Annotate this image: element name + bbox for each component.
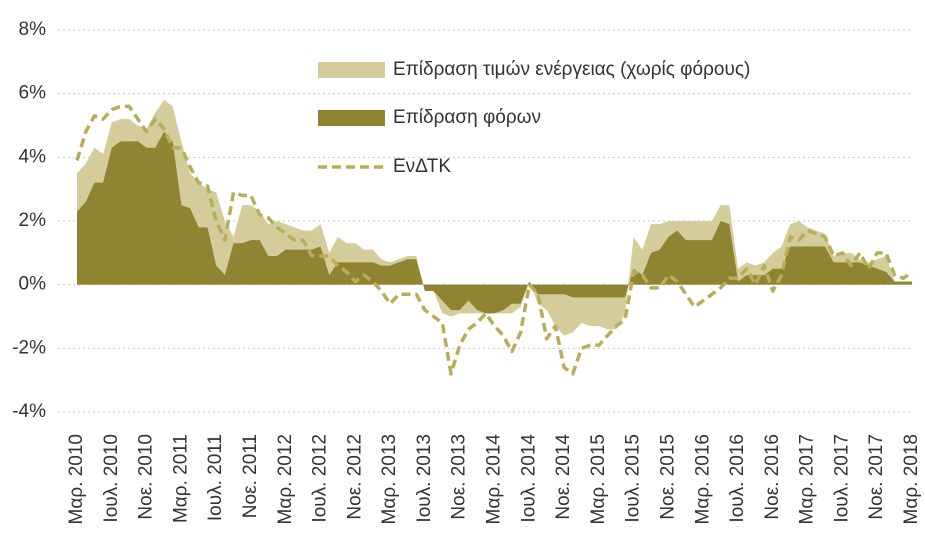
legend-label: ΕνΔΤΚ bbox=[393, 156, 451, 177]
y-tick-label: 2% bbox=[19, 210, 47, 231]
x-tick-label: Μαρ. 2010 bbox=[66, 434, 87, 524]
legend-label: Επίδραση φόρων bbox=[393, 107, 541, 128]
x-tick-label: Μαρ. 2017 bbox=[797, 434, 818, 524]
x-tick-label: Μαρ. 2012 bbox=[275, 434, 296, 524]
y-tick-label: 6% bbox=[19, 83, 47, 104]
legend-swatch bbox=[318, 62, 385, 78]
x-tick-label: Νοε. 2013 bbox=[449, 434, 470, 520]
x-tick-label: Μαρ. 2013 bbox=[379, 434, 400, 524]
x-tick-label: Νοε. 2012 bbox=[344, 434, 365, 520]
x-tick-label: Νοε. 2015 bbox=[657, 434, 678, 520]
x-tick-label: Νοε. 2014 bbox=[553, 434, 574, 520]
x-tick-label: Μαρ. 2015 bbox=[588, 434, 609, 524]
y-tick-label: 4% bbox=[19, 146, 47, 167]
area bbox=[77, 131, 912, 314]
x-tick-label: Ιουλ. 2014 bbox=[518, 434, 539, 523]
y-tick-label: -2% bbox=[12, 337, 46, 358]
x-tick-label: Ιουλ. 2011 bbox=[205, 434, 226, 521]
y-tick-label: 8% bbox=[19, 19, 47, 40]
x-tick-label: Νοε. 2011 bbox=[240, 434, 261, 518]
x-tick-label: Ιουλ. 2010 bbox=[101, 434, 122, 523]
x-tick-label: Ιουλ. 2012 bbox=[310, 434, 331, 523]
x-tick-label: Νοε. 2010 bbox=[136, 434, 157, 520]
x-tick-label: Μαρ. 2018 bbox=[901, 434, 922, 524]
x-tick-label: Ιουλ. 2015 bbox=[623, 434, 644, 523]
x-tick-label: Μαρ. 2011 bbox=[170, 434, 191, 523]
legend-label: Επίδραση τιμών ενέργειας (χωρίς φόρους) bbox=[393, 59, 750, 80]
line bbox=[75, 104, 914, 376]
y-tick-label: -4% bbox=[12, 401, 46, 422]
x-tick-label: Νοε. 2017 bbox=[866, 434, 887, 520]
legend-swatch bbox=[318, 110, 385, 126]
x-tick-label: Ιουλ. 2013 bbox=[414, 434, 435, 523]
x-tick-label: Νοε. 2016 bbox=[762, 434, 783, 520]
y-tick-label: 0% bbox=[19, 274, 47, 295]
x-tick-label: Μαρ. 2016 bbox=[692, 434, 713, 524]
x-tick-label: Ιουλ. 2017 bbox=[831, 434, 852, 523]
x-tick-label: Μαρ. 2014 bbox=[484, 434, 505, 525]
x-tick-label: Ιουλ. 2016 bbox=[727, 434, 748, 523]
